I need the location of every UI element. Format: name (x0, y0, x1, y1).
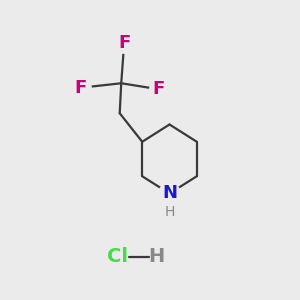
Text: F: F (153, 80, 165, 98)
Text: F: F (75, 79, 87, 97)
Text: H: H (148, 247, 164, 266)
Text: H: H (164, 205, 175, 219)
Text: N: N (162, 184, 177, 202)
Text: F: F (118, 34, 130, 52)
Text: Cl: Cl (106, 247, 128, 266)
